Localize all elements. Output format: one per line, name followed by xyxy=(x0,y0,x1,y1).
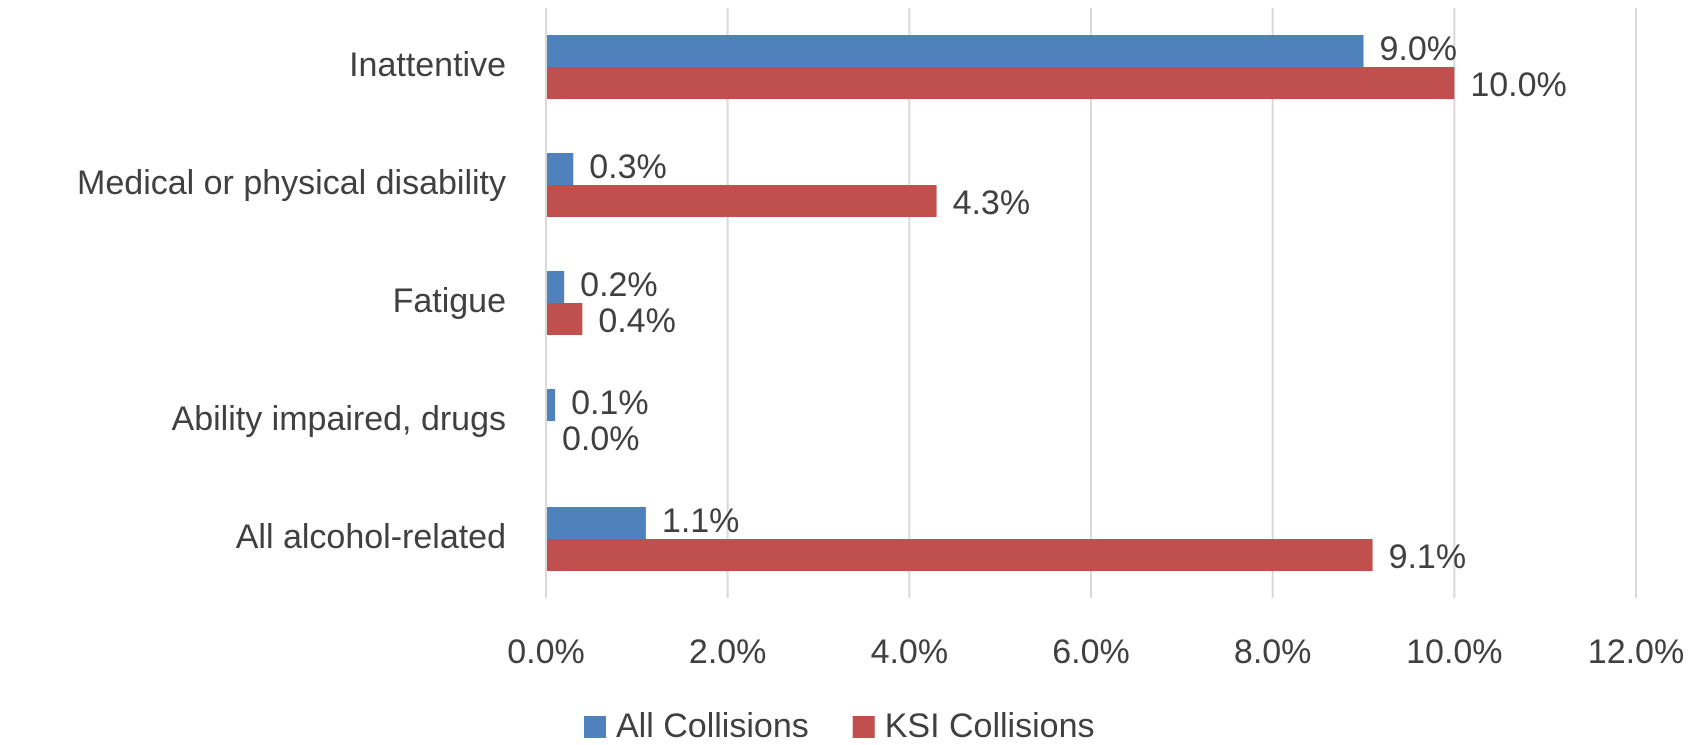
bar xyxy=(546,35,1364,67)
bar xyxy=(546,153,574,185)
x-tick-label: 2.0% xyxy=(689,633,767,671)
legend-swatch xyxy=(852,716,875,738)
data-label: 0.3% xyxy=(589,148,667,186)
data-label: 9.0% xyxy=(1380,30,1458,68)
data-label: 0.4% xyxy=(598,302,676,340)
data-label: 9.1% xyxy=(1389,538,1467,576)
bar xyxy=(546,303,583,335)
data-label: 0.1% xyxy=(571,384,649,422)
y-tick-label: All alcohol-related xyxy=(236,518,506,556)
x-tick-label: 4.0% xyxy=(871,633,949,671)
y-tick-label: Medical or physical disability xyxy=(77,164,506,202)
legend-label: All Collisions xyxy=(616,707,809,745)
x-tick-label: 10.0% xyxy=(1406,633,1502,671)
bar xyxy=(546,389,556,421)
x-tick-label: 12.0% xyxy=(1588,633,1684,671)
bar xyxy=(546,271,565,303)
bar xyxy=(546,507,646,539)
y-tick-label: Inattentive xyxy=(349,46,506,84)
x-tick-label: 8.0% xyxy=(1234,633,1312,671)
y-tick-label: Ability impaired, drugs xyxy=(172,400,506,438)
bar xyxy=(546,67,1455,99)
legend-swatch xyxy=(584,716,606,738)
x-tick-label: 0.0% xyxy=(507,633,585,671)
bar xyxy=(546,185,937,217)
data-label: 4.3% xyxy=(953,184,1030,222)
data-label: 1.1% xyxy=(662,502,740,540)
y-tick-label: Fatigue xyxy=(393,282,506,320)
legend-label: KSI Collisions xyxy=(885,707,1095,745)
data-label: 0.0% xyxy=(562,420,640,458)
data-label: 10.0% xyxy=(1470,66,1566,104)
x-tick-label: 6.0% xyxy=(1052,633,1130,671)
bar xyxy=(546,539,1373,571)
data-label: 0.2% xyxy=(580,266,658,304)
